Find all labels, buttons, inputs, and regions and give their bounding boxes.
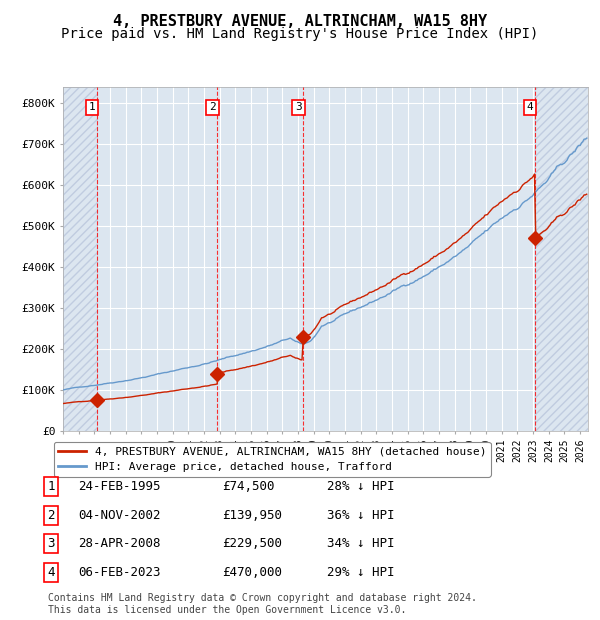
Legend: 4, PRESTBURY AVENUE, ALTRINCHAM, WA15 8HY (detached house), HPI: Average price, : 4, PRESTBURY AVENUE, ALTRINCHAM, WA15 8H…: [53, 442, 491, 477]
Text: 3: 3: [295, 102, 302, 112]
Text: Price paid vs. HM Land Registry's House Price Index (HPI): Price paid vs. HM Land Registry's House …: [61, 27, 539, 42]
Text: £229,500: £229,500: [222, 538, 282, 550]
Text: 1: 1: [89, 102, 95, 112]
Text: 06-FEB-2023: 06-FEB-2023: [78, 566, 161, 578]
Text: 4, PRESTBURY AVENUE, ALTRINCHAM, WA15 8HY: 4, PRESTBURY AVENUE, ALTRINCHAM, WA15 8H…: [113, 14, 487, 29]
Text: £74,500: £74,500: [222, 480, 275, 493]
Text: 4: 4: [47, 566, 55, 578]
Text: 4: 4: [527, 102, 533, 112]
Text: 1: 1: [47, 480, 55, 493]
Text: 24-FEB-1995: 24-FEB-1995: [78, 480, 161, 493]
Text: 29% ↓ HPI: 29% ↓ HPI: [327, 566, 395, 578]
Text: 2: 2: [47, 509, 55, 521]
Text: £139,950: £139,950: [222, 509, 282, 521]
Text: 34% ↓ HPI: 34% ↓ HPI: [327, 538, 395, 550]
Bar: [63, 87, 97, 431]
Bar: [535, 87, 588, 431]
Text: 2: 2: [209, 102, 216, 112]
Text: Contains HM Land Registry data © Crown copyright and database right 2024.
This d: Contains HM Land Registry data © Crown c…: [48, 593, 477, 615]
Text: 3: 3: [47, 538, 55, 550]
Text: 28-APR-2008: 28-APR-2008: [78, 538, 161, 550]
Text: 36% ↓ HPI: 36% ↓ HPI: [327, 509, 395, 521]
Text: 04-NOV-2002: 04-NOV-2002: [78, 509, 161, 521]
Text: 28% ↓ HPI: 28% ↓ HPI: [327, 480, 395, 493]
Text: £470,000: £470,000: [222, 566, 282, 578]
